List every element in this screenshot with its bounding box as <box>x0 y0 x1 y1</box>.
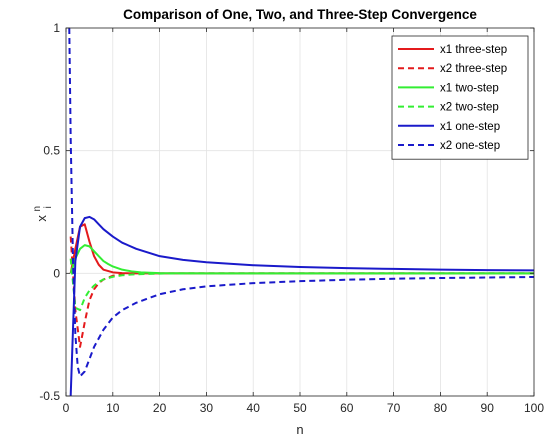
x-axis-label: n <box>296 422 303 437</box>
y-axis-label-subscript: i <box>43 206 54 208</box>
legend-label: x1 three-step <box>440 44 507 56</box>
x-tick-label: 40 <box>247 401 261 415</box>
x-axis-ticks: 0 10 20 30 40 50 60 70 80 90 100 <box>63 28 544 415</box>
y-axis-label-base: x <box>34 215 49 222</box>
x-tick-label: 70 <box>387 401 401 415</box>
series-layer <box>68 28 534 396</box>
legend-label: x1 two-step <box>440 82 499 94</box>
series-line-x2-two-step <box>69 258 534 312</box>
series-line-x2-one-step <box>68 28 534 378</box>
x-tick-label: 30 <box>200 401 214 415</box>
y-axis-label-superscript: n <box>32 206 43 212</box>
series-line-x1-one-step <box>69 215 534 396</box>
x-tick-label: 20 <box>153 401 167 415</box>
legend-label: x2 one-step <box>440 140 500 152</box>
x-tick-label: 90 <box>481 401 495 415</box>
x-tick-label: 50 <box>293 401 307 415</box>
legend-label: x2 three-step <box>440 63 507 75</box>
legend-label: x2 two-step <box>440 102 499 114</box>
x-tick-label: 0 <box>63 401 70 415</box>
y-axis-ticks: -0.5 0 0.5 1 <box>39 21 534 403</box>
x-tick-label: 60 <box>340 401 354 415</box>
y-tick-label: 1 <box>53 21 60 35</box>
y-axis-label: x n i <box>28 202 54 221</box>
y-tick-label: 0 <box>53 266 60 280</box>
y-tick-label: -0.5 <box>39 389 60 403</box>
chart-title: Comparison of One, Two, and Three-Step C… <box>123 7 477 22</box>
legend-label: x1 one-step <box>440 121 500 133</box>
series-line-x1-two-step <box>69 244 534 275</box>
y-tick-label: 0.5 <box>43 144 60 158</box>
x-tick-label: 10 <box>106 401 120 415</box>
x-tick-label: 80 <box>434 401 448 415</box>
x-tick-label: 100 <box>524 401 544 415</box>
legend: x1 three-step x2 three-step x1 two-step x2 … <box>391 35 529 160</box>
legend-box <box>391 35 529 160</box>
